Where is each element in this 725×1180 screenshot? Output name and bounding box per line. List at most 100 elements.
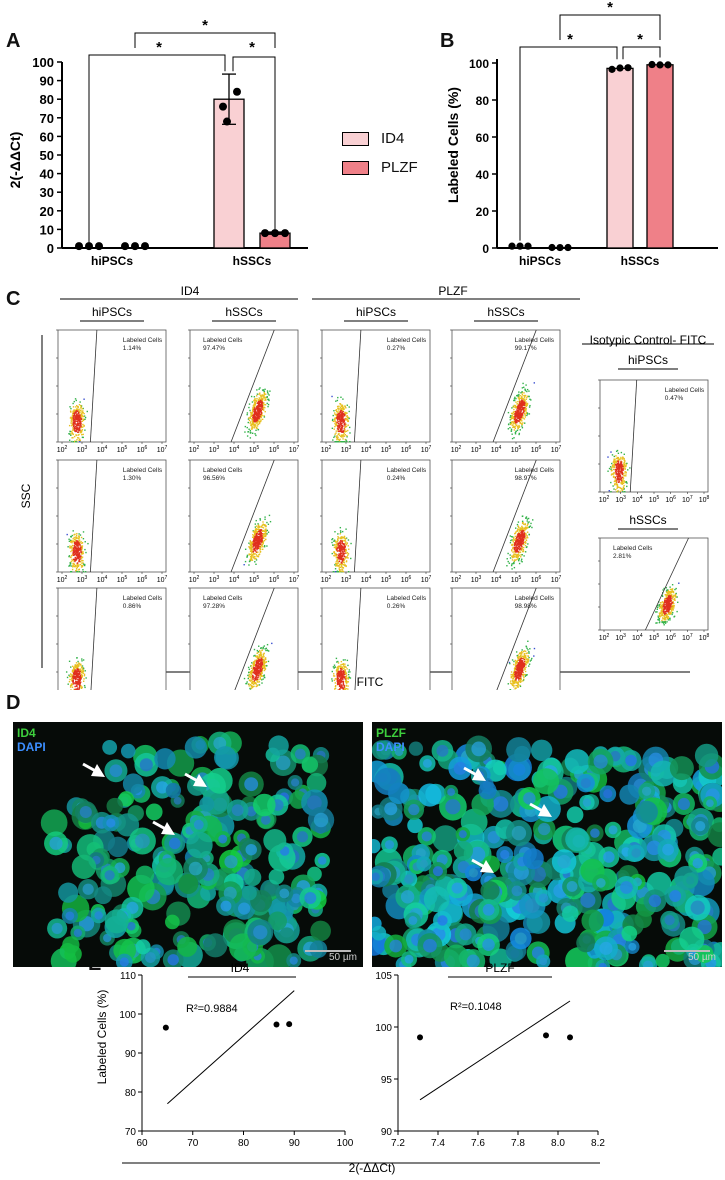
x-tick-label: 102 bbox=[57, 445, 68, 454]
event-dot bbox=[82, 669, 84, 672]
event-dot bbox=[259, 409, 262, 411]
gate-percent: 1.30% bbox=[123, 475, 142, 482]
event-dot bbox=[259, 669, 262, 671]
event-dot bbox=[79, 670, 81, 673]
event-dot bbox=[344, 545, 346, 548]
event-dot bbox=[519, 660, 522, 662]
significance-bracket bbox=[232, 56, 276, 230]
event-dot bbox=[263, 524, 266, 526]
event-dot bbox=[76, 571, 79, 573]
event-dot bbox=[70, 420, 72, 422]
event-dot bbox=[264, 530, 266, 533]
event-dot bbox=[339, 537, 341, 540]
event-dot bbox=[70, 673, 72, 675]
event-dot bbox=[347, 539, 350, 541]
event-dot bbox=[517, 541, 520, 544]
event-dot bbox=[337, 413, 339, 416]
bar-plzf bbox=[646, 64, 674, 249]
event-dot bbox=[344, 680, 347, 683]
event-dot bbox=[341, 673, 343, 675]
event-dot bbox=[519, 652, 522, 655]
event-dot bbox=[261, 412, 263, 415]
event-dot bbox=[337, 412, 339, 415]
event-dot bbox=[511, 673, 514, 676]
event-dot bbox=[263, 652, 265, 655]
event-dot bbox=[253, 420, 255, 422]
significance-star: * bbox=[249, 39, 255, 56]
event-dot bbox=[624, 491, 626, 493]
event-dot bbox=[523, 533, 525, 535]
event-dot bbox=[340, 557, 342, 560]
event-dot bbox=[260, 657, 262, 659]
event-dot bbox=[79, 410, 81, 412]
event-dot bbox=[518, 424, 520, 427]
event-dot bbox=[518, 656, 520, 658]
event-dot bbox=[341, 566, 343, 569]
event-dot bbox=[84, 563, 86, 566]
event-dot bbox=[71, 560, 73, 562]
event-dot bbox=[80, 558, 83, 560]
event-dot bbox=[342, 438, 344, 440]
event-dot bbox=[339, 569, 341, 571]
event-dot bbox=[333, 675, 336, 677]
event-dot bbox=[76, 428, 79, 431]
event-dot bbox=[80, 676, 82, 679]
event-dot bbox=[521, 538, 524, 540]
event-dot bbox=[254, 543, 256, 545]
event-dot bbox=[248, 683, 250, 685]
event-dot bbox=[72, 554, 75, 556]
event-dot bbox=[517, 538, 519, 540]
event-dot bbox=[256, 667, 258, 669]
event-dot bbox=[519, 669, 521, 671]
event-dot bbox=[71, 429, 74, 431]
significance-bracket bbox=[134, 32, 276, 48]
event-dot bbox=[516, 412, 519, 414]
event-dot bbox=[340, 407, 342, 410]
event-dot bbox=[525, 412, 528, 415]
event-dot bbox=[518, 667, 520, 669]
event-dot bbox=[260, 534, 262, 536]
event-dot bbox=[256, 548, 258, 551]
event-dot bbox=[338, 684, 341, 686]
event-dot bbox=[520, 392, 522, 394]
event-dot bbox=[521, 425, 523, 427]
event-dot bbox=[348, 669, 351, 671]
event-dot bbox=[624, 475, 626, 477]
event-dot bbox=[518, 546, 520, 548]
gate-line bbox=[492, 459, 537, 573]
event-dot bbox=[243, 677, 246, 680]
event-dot bbox=[339, 414, 341, 417]
event-dot bbox=[525, 410, 527, 412]
event-dot bbox=[72, 673, 75, 675]
event-dot bbox=[80, 536, 83, 539]
event-dot bbox=[262, 653, 265, 655]
legend-swatch-id4 bbox=[342, 131, 369, 146]
event-dot bbox=[251, 554, 254, 556]
event-dot bbox=[81, 667, 84, 669]
event-dot bbox=[254, 523, 257, 525]
event-dot bbox=[69, 684, 72, 687]
event-dot bbox=[78, 686, 81, 689]
event-dot bbox=[79, 438, 81, 441]
gate-label: Labeled Cells bbox=[123, 467, 163, 474]
event-dot bbox=[523, 661, 526, 663]
event-dot bbox=[338, 547, 340, 549]
event-dot bbox=[620, 462, 622, 464]
event-dot bbox=[515, 666, 518, 669]
event-dot bbox=[74, 429, 76, 432]
event-dot bbox=[257, 423, 260, 426]
event-dot bbox=[258, 410, 260, 412]
event-dot bbox=[337, 571, 339, 573]
event-dot bbox=[265, 660, 268, 663]
event-dot bbox=[259, 403, 261, 406]
event-dot bbox=[344, 426, 346, 429]
event-dot bbox=[255, 399, 257, 402]
x-tick-label: 107 bbox=[421, 575, 432, 584]
event-dot bbox=[517, 682, 519, 684]
event-dot bbox=[520, 539, 522, 541]
event-dot bbox=[263, 676, 266, 678]
event-dot bbox=[263, 415, 265, 417]
event-dot bbox=[518, 397, 520, 400]
event-dot bbox=[517, 534, 519, 536]
event-dot bbox=[525, 662, 527, 665]
